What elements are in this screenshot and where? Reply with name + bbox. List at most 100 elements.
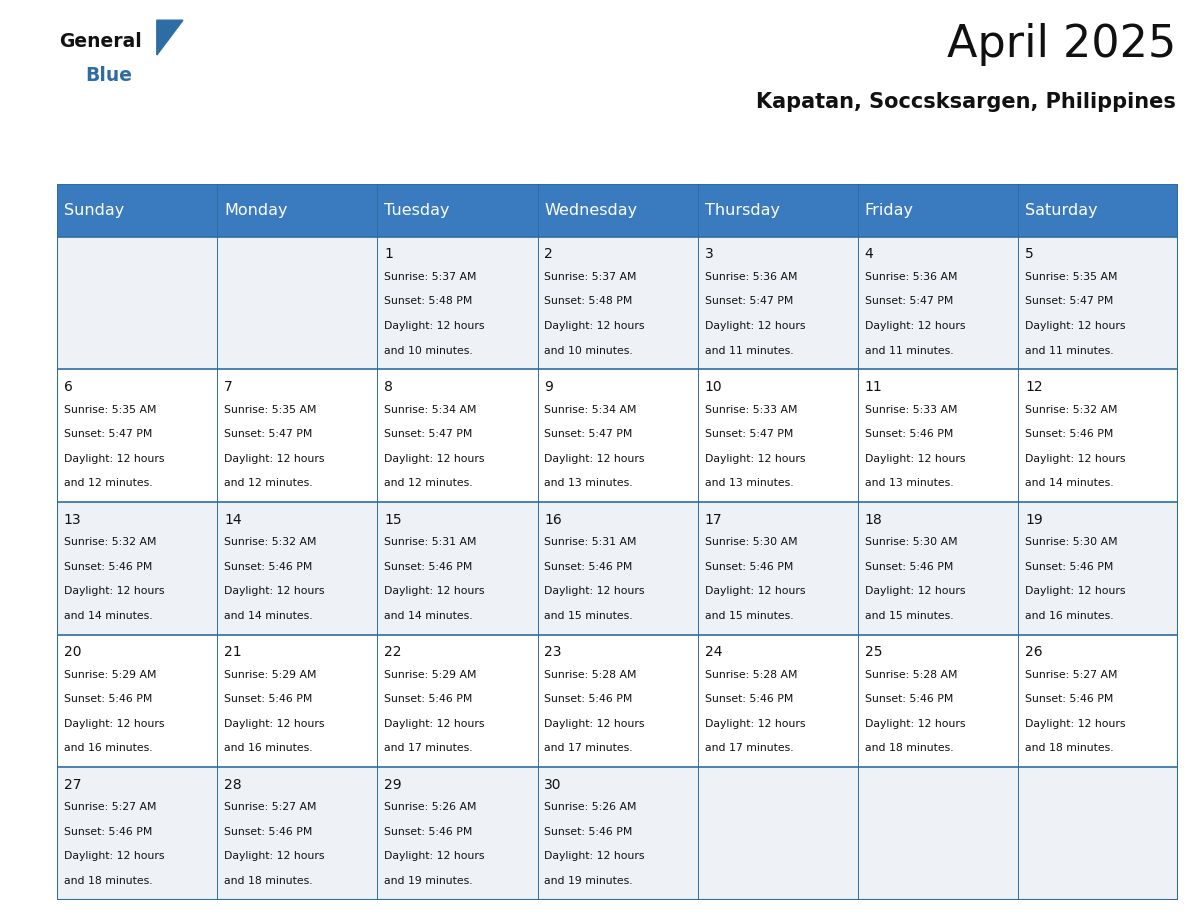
Text: Sunrise: 5:29 AM: Sunrise: 5:29 AM — [384, 669, 476, 679]
Text: Sunset: 5:46 PM: Sunset: 5:46 PM — [544, 827, 633, 836]
Text: Kapatan, Soccsksargen, Philippines: Kapatan, Soccsksargen, Philippines — [757, 92, 1176, 112]
Text: Sunrise: 5:31 AM: Sunrise: 5:31 AM — [544, 537, 637, 547]
Text: and 19 minutes.: and 19 minutes. — [544, 876, 633, 886]
Text: Sunset: 5:46 PM: Sunset: 5:46 PM — [64, 827, 152, 836]
Text: Sunrise: 5:29 AM: Sunrise: 5:29 AM — [225, 669, 316, 679]
Bar — [1018, 184, 1178, 237]
Text: Daylight: 12 hours: Daylight: 12 hours — [1025, 453, 1125, 464]
Text: Sunrise: 5:27 AM: Sunrise: 5:27 AM — [1025, 669, 1118, 679]
Text: 22: 22 — [384, 645, 402, 659]
Bar — [538, 184, 697, 237]
Text: Daylight: 12 hours: Daylight: 12 hours — [384, 719, 485, 729]
Text: Sunrise: 5:30 AM: Sunrise: 5:30 AM — [704, 537, 797, 547]
Text: and 17 minutes.: and 17 minutes. — [544, 744, 633, 754]
Text: Daylight: 12 hours: Daylight: 12 hours — [544, 851, 645, 861]
Bar — [57, 767, 1178, 900]
Text: Sunset: 5:46 PM: Sunset: 5:46 PM — [544, 694, 633, 704]
Text: Daylight: 12 hours: Daylight: 12 hours — [384, 453, 485, 464]
Bar — [57, 369, 1178, 502]
Bar — [57, 237, 1178, 369]
Text: Sunset: 5:46 PM: Sunset: 5:46 PM — [704, 562, 792, 572]
Text: Daylight: 12 hours: Daylight: 12 hours — [64, 719, 164, 729]
Text: 9: 9 — [544, 380, 554, 394]
Text: Sunrise: 5:37 AM: Sunrise: 5:37 AM — [384, 272, 476, 282]
Text: Blue: Blue — [86, 66, 133, 85]
Text: Sunset: 5:47 PM: Sunset: 5:47 PM — [544, 429, 633, 439]
Text: Daylight: 12 hours: Daylight: 12 hours — [865, 453, 966, 464]
Text: Sunrise: 5:30 AM: Sunrise: 5:30 AM — [1025, 537, 1118, 547]
Text: and 12 minutes.: and 12 minutes. — [225, 478, 312, 488]
Bar — [697, 184, 858, 237]
Text: Daylight: 12 hours: Daylight: 12 hours — [865, 586, 966, 596]
Text: Sunrise: 5:26 AM: Sunrise: 5:26 AM — [384, 802, 476, 812]
Text: Sunset: 5:46 PM: Sunset: 5:46 PM — [225, 562, 312, 572]
Text: Daylight: 12 hours: Daylight: 12 hours — [544, 453, 645, 464]
Text: Sunrise: 5:34 AM: Sunrise: 5:34 AM — [544, 405, 637, 415]
Text: 15: 15 — [384, 512, 402, 527]
Text: Sunset: 5:47 PM: Sunset: 5:47 PM — [384, 429, 473, 439]
Text: Daylight: 12 hours: Daylight: 12 hours — [225, 719, 324, 729]
Text: 2: 2 — [544, 248, 554, 262]
Text: Sunrise: 5:29 AM: Sunrise: 5:29 AM — [64, 669, 157, 679]
Text: 29: 29 — [384, 778, 402, 791]
Text: Sunrise: 5:37 AM: Sunrise: 5:37 AM — [544, 272, 637, 282]
Text: and 17 minutes.: and 17 minutes. — [704, 744, 794, 754]
Text: Sunset: 5:46 PM: Sunset: 5:46 PM — [1025, 429, 1113, 439]
Text: Sunrise: 5:31 AM: Sunrise: 5:31 AM — [384, 537, 476, 547]
Text: and 10 minutes.: and 10 minutes. — [384, 345, 473, 355]
Text: 25: 25 — [865, 645, 883, 659]
Text: 3: 3 — [704, 248, 713, 262]
Text: and 12 minutes.: and 12 minutes. — [384, 478, 473, 488]
Text: 16: 16 — [544, 512, 562, 527]
Text: 17: 17 — [704, 512, 722, 527]
Text: Daylight: 12 hours: Daylight: 12 hours — [704, 453, 805, 464]
Text: and 18 minutes.: and 18 minutes. — [225, 876, 312, 886]
Text: 11: 11 — [865, 380, 883, 394]
Text: Sunset: 5:46 PM: Sunset: 5:46 PM — [544, 562, 633, 572]
Text: 13: 13 — [64, 512, 81, 527]
Text: Sunrise: 5:28 AM: Sunrise: 5:28 AM — [544, 669, 637, 679]
Text: Sunset: 5:46 PM: Sunset: 5:46 PM — [1025, 562, 1113, 572]
Text: Sunrise: 5:36 AM: Sunrise: 5:36 AM — [704, 272, 797, 282]
Text: and 14 minutes.: and 14 minutes. — [384, 610, 473, 621]
Bar — [57, 184, 217, 237]
Text: and 16 minutes.: and 16 minutes. — [64, 744, 152, 754]
Text: Sunset: 5:46 PM: Sunset: 5:46 PM — [384, 562, 473, 572]
Text: Sunset: 5:47 PM: Sunset: 5:47 PM — [704, 297, 792, 307]
Text: Sunset: 5:46 PM: Sunset: 5:46 PM — [865, 562, 953, 572]
Bar — [378, 184, 538, 237]
Text: Friday: Friday — [865, 203, 914, 218]
Text: Sunrise: 5:28 AM: Sunrise: 5:28 AM — [865, 669, 958, 679]
Text: Sunrise: 5:32 AM: Sunrise: 5:32 AM — [64, 537, 157, 547]
Text: Sunset: 5:47 PM: Sunset: 5:47 PM — [225, 429, 312, 439]
Text: Sunrise: 5:26 AM: Sunrise: 5:26 AM — [544, 802, 637, 812]
Text: and 14 minutes.: and 14 minutes. — [64, 610, 152, 621]
Text: and 11 minutes.: and 11 minutes. — [1025, 345, 1113, 355]
Text: Sunset: 5:47 PM: Sunset: 5:47 PM — [64, 429, 152, 439]
Text: Daylight: 12 hours: Daylight: 12 hours — [1025, 719, 1125, 729]
Text: Sunset: 5:46 PM: Sunset: 5:46 PM — [64, 562, 152, 572]
Text: 1: 1 — [384, 248, 393, 262]
Text: Sunset: 5:46 PM: Sunset: 5:46 PM — [865, 429, 953, 439]
Text: Daylight: 12 hours: Daylight: 12 hours — [225, 851, 324, 861]
Text: and 18 minutes.: and 18 minutes. — [64, 876, 152, 886]
Text: Daylight: 12 hours: Daylight: 12 hours — [384, 586, 485, 596]
Bar — [217, 184, 378, 237]
Text: and 13 minutes.: and 13 minutes. — [865, 478, 954, 488]
Bar — [858, 184, 1018, 237]
Text: Daylight: 12 hours: Daylight: 12 hours — [64, 851, 164, 861]
Text: 19: 19 — [1025, 512, 1043, 527]
Text: Sunset: 5:46 PM: Sunset: 5:46 PM — [225, 694, 312, 704]
Text: Daylight: 12 hours: Daylight: 12 hours — [865, 719, 966, 729]
Text: 27: 27 — [64, 778, 81, 791]
Text: 8: 8 — [384, 380, 393, 394]
Text: 24: 24 — [704, 645, 722, 659]
Text: Sunset: 5:46 PM: Sunset: 5:46 PM — [225, 827, 312, 836]
Text: and 15 minutes.: and 15 minutes. — [544, 610, 633, 621]
Text: Sunset: 5:46 PM: Sunset: 5:46 PM — [1025, 694, 1113, 704]
Text: Sunset: 5:46 PM: Sunset: 5:46 PM — [865, 694, 953, 704]
Text: and 14 minutes.: and 14 minutes. — [1025, 478, 1113, 488]
Text: 18: 18 — [865, 512, 883, 527]
Text: Sunset: 5:46 PM: Sunset: 5:46 PM — [384, 827, 473, 836]
Text: Monday: Monday — [225, 203, 287, 218]
